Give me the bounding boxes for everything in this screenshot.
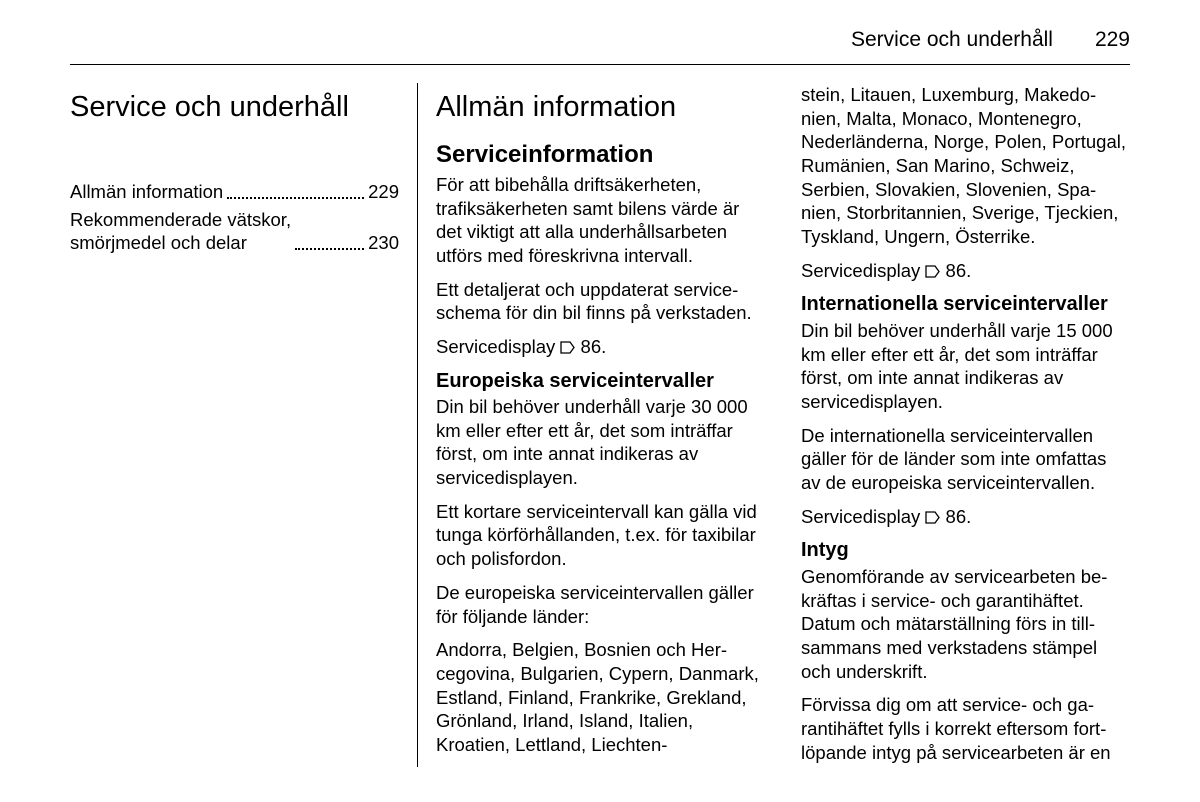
subsection-heading: Serviceinformation xyxy=(436,140,765,171)
toc-page: 229 xyxy=(368,180,399,204)
body-paragraph: Ett kortare serviceintervall kan gälla v… xyxy=(436,500,765,571)
column-1: Service och underhåll Allmän information… xyxy=(70,83,417,767)
toc-label: Allmän information xyxy=(70,180,223,204)
body-paragraph: De europeiska serviceintervallen gäl­ler… xyxy=(436,581,765,628)
section-heading: Allmän information xyxy=(436,89,765,126)
ref-page: 86. xyxy=(940,506,971,527)
ref-page: 86. xyxy=(940,260,971,281)
cross-reference: Servicedisplay 86. xyxy=(801,259,1130,283)
column-2: Allmän information Serviceinformation Fö… xyxy=(417,83,783,767)
toc-row: Rekommenderade vätskor, smörjmedel och d… xyxy=(70,208,399,255)
subsubsection-heading: Europeiska serviceintervaller xyxy=(436,369,765,395)
body-paragraph: Din bil behöver underhåll varje 30 000 k… xyxy=(436,395,765,490)
header-chapter-title: Service och underhåll xyxy=(851,28,1053,52)
ref-text: Servicedisplay xyxy=(801,506,925,527)
ref-page: 86. xyxy=(575,336,606,357)
subsubsection-heading: Internationella serviceintervaller xyxy=(801,292,1130,318)
body-paragraph: De internationella serviceintervallen gä… xyxy=(801,424,1130,495)
page-ref-icon xyxy=(560,341,575,354)
body-paragraph: Andorra, Belgien, Bosnien och Her­cegovi… xyxy=(436,638,765,756)
manual-page: Service och underhåll 229 Service och un… xyxy=(0,0,1200,802)
page-ref-icon xyxy=(925,511,940,524)
ref-text: Servicedisplay xyxy=(801,260,925,281)
body-paragraph: stein, Litauen, Luxemburg, Makedo­nien, … xyxy=(801,83,1130,249)
toc-leader-dots xyxy=(227,197,364,199)
body-paragraph: Ett detaljerat och uppdaterat service­sc… xyxy=(436,278,765,325)
cross-reference: Servicedisplay 86. xyxy=(801,505,1130,529)
toc-leader-dots xyxy=(295,248,364,250)
chapter-title: Service och underhåll xyxy=(70,89,399,126)
subsubsection-heading: Intyg xyxy=(801,538,1130,564)
column-3: stein, Litauen, Luxemburg, Makedo­nien, … xyxy=(783,83,1130,767)
page-ref-icon xyxy=(925,265,940,278)
ref-text: Servicedisplay xyxy=(436,336,560,357)
body-paragraph: Förvissa dig om att service- och ga­rant… xyxy=(801,693,1130,764)
body-paragraph: Din bil behöver underhåll varje 15 000 k… xyxy=(801,319,1130,414)
body-paragraph: För att bibehålla driftsäkerheten, trafi… xyxy=(436,173,765,268)
content-columns: Service och underhåll Allmän information… xyxy=(70,83,1130,767)
toc-page: 230 xyxy=(368,231,399,255)
page-header: Service och underhåll 229 xyxy=(70,28,1130,65)
toc-row: Allmän information 229 xyxy=(70,180,399,204)
body-paragraph: Genomförande av servicearbeten be­kräfta… xyxy=(801,565,1130,683)
header-page-number: 229 xyxy=(1095,28,1130,52)
cross-reference: Servicedisplay 86. xyxy=(436,335,765,359)
toc-label: Rekommenderade vätskor, smörjmedel och d… xyxy=(70,208,291,255)
